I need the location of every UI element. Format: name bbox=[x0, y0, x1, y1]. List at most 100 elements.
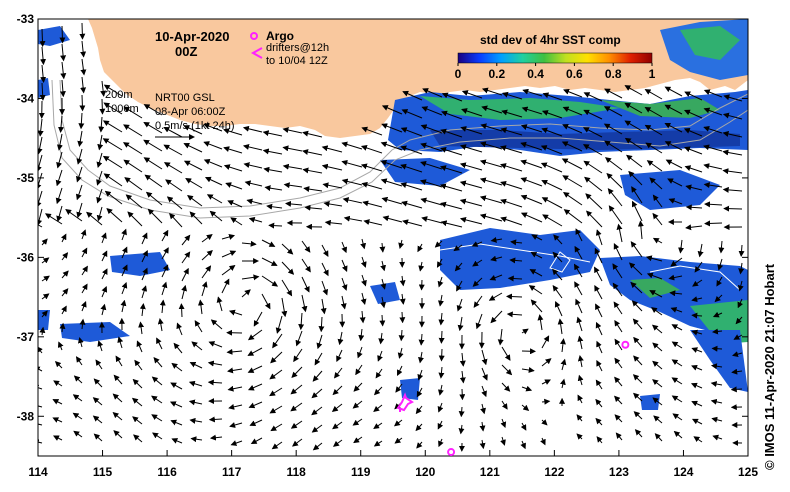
current-vector bbox=[302, 149, 323, 156]
current-vector bbox=[614, 414, 623, 423]
current-vector bbox=[541, 419, 548, 426]
current-vector bbox=[595, 417, 603, 426]
current-vector bbox=[691, 347, 703, 353]
current-vector bbox=[440, 220, 463, 228]
colorbar-ticks: 0 0.2 0.4 0.6 0.8 1 bbox=[455, 63, 656, 81]
current-vector bbox=[479, 213, 503, 222]
current-vector bbox=[690, 382, 703, 389]
current-vector bbox=[501, 382, 511, 392]
argo-floats bbox=[447, 340, 630, 457]
current-vector bbox=[282, 163, 303, 170]
current-vector bbox=[541, 127, 563, 137]
current-vector bbox=[101, 286, 108, 298]
current-vector bbox=[604, 140, 623, 153]
current-vector bbox=[121, 264, 128, 277]
current-vector bbox=[136, 340, 143, 353]
current-vector bbox=[596, 340, 603, 354]
current-vector bbox=[281, 297, 288, 318]
current-vector bbox=[582, 144, 603, 156]
current-vector bbox=[481, 349, 488, 366]
current-vector bbox=[664, 104, 683, 115]
current-vector bbox=[613, 243, 623, 261]
current-vector bbox=[181, 267, 189, 282]
current-vector bbox=[242, 144, 263, 151]
current-vector bbox=[541, 379, 551, 385]
current-vector bbox=[453, 244, 463, 252]
current-vector bbox=[38, 136, 43, 155]
current-vector bbox=[230, 440, 243, 446]
current-vector bbox=[120, 299, 127, 313]
current-vector bbox=[703, 125, 723, 134]
lon-tick-label: 123 bbox=[609, 465, 629, 479]
current-vector bbox=[61, 252, 69, 261]
current-vector bbox=[522, 88, 543, 97]
colorbar-title: std dev of 4hr SST comp bbox=[480, 33, 621, 47]
current-vector bbox=[440, 147, 463, 156]
current-vector bbox=[505, 293, 523, 300]
current-vector bbox=[614, 395, 623, 405]
current-vector bbox=[353, 382, 363, 392]
current-vector bbox=[261, 239, 276, 247]
current-vector bbox=[223, 146, 243, 154]
current-vector bbox=[400, 127, 423, 137]
current-vector bbox=[479, 439, 486, 450]
current-vector bbox=[481, 87, 503, 96]
current-vector bbox=[117, 336, 124, 349]
current-vector bbox=[221, 234, 236, 240]
current-vector bbox=[77, 337, 84, 348]
current-vector bbox=[241, 240, 257, 247]
current-vector bbox=[397, 365, 403, 377]
current-vector bbox=[189, 417, 203, 424]
current-vector bbox=[316, 334, 323, 350]
current-vector bbox=[151, 395, 163, 404]
current-vector bbox=[80, 40, 87, 58]
current-vector bbox=[38, 224, 43, 228]
current-vector bbox=[133, 434, 143, 443]
current-vector bbox=[373, 404, 383, 412]
current-vector bbox=[691, 296, 703, 303]
current-vector bbox=[227, 200, 243, 208]
current-vector bbox=[459, 216, 483, 225]
current-vector bbox=[595, 379, 603, 390]
current-vector bbox=[355, 364, 363, 376]
current-vector bbox=[141, 267, 148, 281]
current-vector bbox=[561, 158, 583, 170]
current-vector bbox=[312, 370, 323, 382]
current-vector bbox=[61, 288, 69, 297]
lon-tick-label: 116 bbox=[157, 465, 177, 479]
current-vector bbox=[509, 257, 523, 264]
current-vector bbox=[183, 125, 203, 135]
current-vector bbox=[112, 412, 123, 421]
argo-legend-label: Argo bbox=[266, 29, 294, 43]
current-vector bbox=[671, 395, 683, 403]
current-vector bbox=[624, 137, 643, 150]
current-vector bbox=[181, 234, 191, 246]
current-vector bbox=[301, 276, 310, 293]
current-vector bbox=[481, 385, 487, 398]
current-vector bbox=[614, 319, 623, 333]
current-vector bbox=[624, 85, 643, 96]
current-vector bbox=[653, 415, 663, 424]
current-vector bbox=[113, 374, 123, 385]
current-vector bbox=[321, 262, 329, 277]
current-vector bbox=[268, 222, 283, 229]
colorbar-tick-label: 0 bbox=[455, 67, 462, 81]
current-vector bbox=[352, 418, 363, 426]
current-vector bbox=[242, 125, 263, 133]
current-vector bbox=[139, 303, 146, 317]
current-vector bbox=[521, 404, 530, 411]
current-vector bbox=[169, 401, 183, 408]
current-vector bbox=[206, 194, 223, 204]
current-vector bbox=[143, 139, 163, 152]
current-vector bbox=[500, 180, 523, 190]
current-vector bbox=[631, 200, 643, 222]
current-vector bbox=[437, 402, 444, 413]
current-vector bbox=[500, 163, 523, 172]
current-vector bbox=[692, 279, 703, 287]
current-vector bbox=[471, 241, 483, 247]
current-vector bbox=[141, 285, 148, 299]
current-vector bbox=[732, 351, 743, 358]
current-vector bbox=[201, 234, 213, 243]
current-vector bbox=[124, 177, 143, 191]
current-vector bbox=[644, 89, 663, 100]
